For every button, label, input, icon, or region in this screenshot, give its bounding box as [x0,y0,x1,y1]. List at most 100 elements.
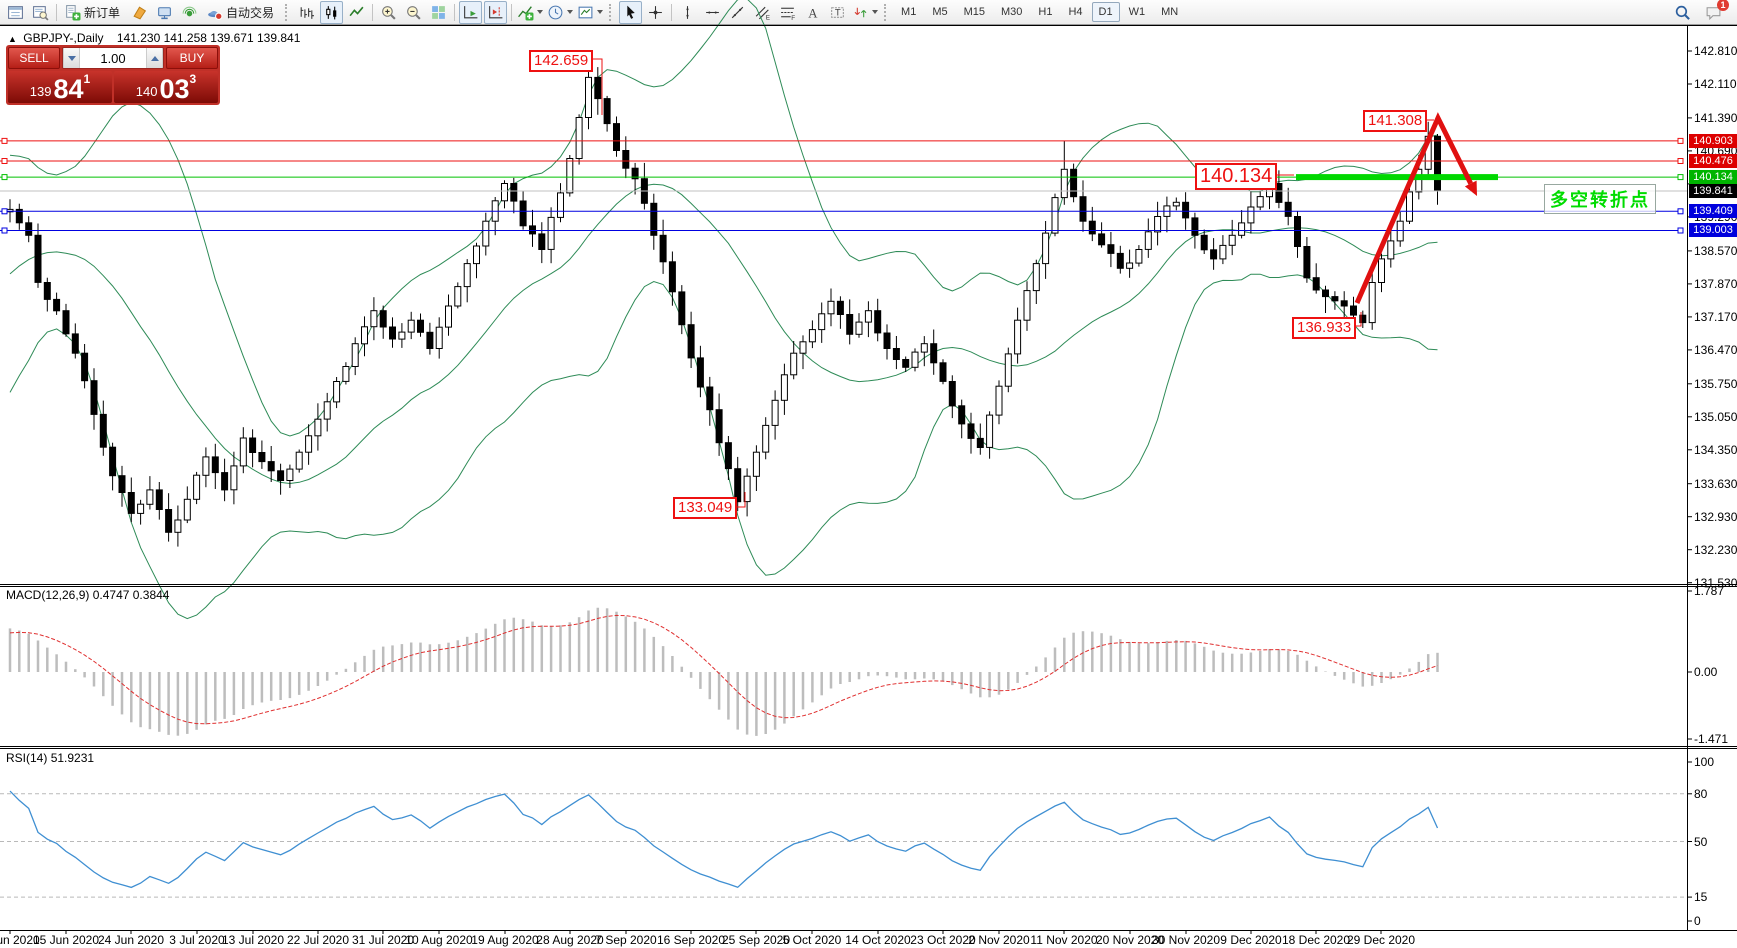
rsi-axis-label: 0 [1694,914,1701,928]
arrows-icon[interactable] [851,1,879,24]
candlestick-chart-icon[interactable] [320,0,344,24]
candlestick-series [6,58,1441,547]
zoom-in-icon[interactable] [377,1,400,24]
text-icon[interactable]: A [801,1,824,24]
crosshair-icon[interactable] [644,1,667,24]
toolbar-separator [511,3,513,21]
price-tag: 139.003 [1689,223,1737,238]
timeframe-mn-button[interactable]: MN [1161,6,1179,18]
support-highlight-line[interactable] [1296,174,1498,181]
sell-button[interactable]: SELL [8,47,60,69]
timeframe-w1-button[interactable]: W1 [1128,6,1146,18]
toolbar-right: 1 [1670,0,1734,24]
timeframe-h1-button[interactable]: H1 [1038,6,1053,18]
auto-scroll-icon[interactable] [459,0,483,24]
periods-icon[interactable] [546,1,574,24]
cursor-icon[interactable] [619,0,643,24]
price-axis-label: 135.050 [1694,409,1737,424]
new-order-button[interactable]: 新订单 [61,1,126,24]
price-callout[interactable]: 133.049 [673,497,738,519]
price-axis-label: 142.810 [1694,44,1737,58]
chat-icon[interactable]: 1 [1702,0,1729,24]
indicators-icon[interactable] [516,1,544,24]
price-callout[interactable]: 141.308 [1363,110,1428,132]
timeframe-d1-button[interactable]: D1 [1091,2,1120,22]
bollinger-bands [9,0,1438,620]
bar-chart-icon[interactable] [295,1,318,24]
price-axis-label: 135.750 [1694,376,1737,391]
volume-input[interactable] [80,48,146,68]
date-axis-label: 9 Dec 2020 [1220,933,1282,947]
date-axis-label: 25 Sep 2020 [721,933,791,947]
auto-trading-button[interactable]: 自动交易 [203,1,280,24]
date-axis-label: 14 Oct 2020 [845,933,911,947]
volume-increase-button[interactable] [146,48,163,68]
sell-price[interactable]: 139 84 1 [8,71,112,103]
toolbar-grip [285,3,290,21]
date-axis-label: 28 Aug 2020 [536,933,604,947]
text-label-icon[interactable]: T [826,1,849,24]
dropdown-caret-icon[interactable] [537,10,544,14]
toolbar-separator [671,3,673,21]
timeframe-m15-button[interactable]: M15 [963,6,985,18]
price-tag: 140.476 [1689,154,1737,169]
rsi-axis-label: 15 [1694,890,1708,905]
date-axis-label: 2 Nov 2020 [968,933,1030,947]
virtual-hosting-icon[interactable] [153,1,176,24]
triangle-up-icon [150,55,159,61]
search-icon[interactable] [1671,1,1694,24]
price-callout[interactable]: 142.659 [529,50,594,72]
templates-icon[interactable] [576,1,604,24]
date-axis-label: 22 Jul 2020 [286,933,350,947]
trendline-icon[interactable] [726,1,749,24]
tile-windows-icon[interactable] [427,1,450,24]
trend-arrow-object[interactable] [1354,112,1477,305]
rsi-label: RSI(14) 51.9231 [6,751,95,765]
dropdown-caret-icon[interactable] [872,10,879,14]
macd-axis-label: 0.00 [1694,665,1718,679]
symbol-info: ▲ GBPJPY-,Daily 141.230 141.258 139.671 … [8,31,300,45]
chart-shift-icon[interactable] [484,0,508,24]
zoom-out-icon[interactable] [402,1,425,24]
date-axis-label: 10 Aug 2020 [405,933,473,947]
volume-decrease-button[interactable] [63,48,80,68]
mql5-community-icon[interactable] [128,1,151,24]
price-callout[interactable]: 136.933 [1292,317,1357,339]
ohlc-values: 141.230 141.258 139.671 139.841 [116,31,301,45]
macd-indicator [8,607,1439,736]
signals-icon[interactable] [178,1,201,24]
date-axis-label: 13 Jul 2020 [221,933,285,947]
collapse-triangle-icon[interactable]: ▲ [8,34,17,44]
auto-trading-button-label: 自动交易 [226,5,275,20]
date-axis-label: 29 Dec 2020 [1346,933,1416,947]
price-callout[interactable]: 140.134 [1195,163,1278,190]
vertical-line-icon[interactable] [676,1,699,24]
buy-price[interactable]: 140 03 3 [114,71,218,103]
chart-window-icon[interactable] [4,1,27,24]
price-tag: 140.903 [1689,133,1737,148]
date-axis-label: 31 Jul 2020 [351,933,415,947]
toolbar: 新订单 自动交易 E F A T M1 M5 M15 M30 H1 H4 D1 W1 MN 1 [0,0,1737,25]
buy-price-big: 03 [159,74,190,104]
data-window-icon[interactable] [29,1,52,24]
date-axis-label: 24 Jun 2020 [97,933,165,947]
timeframe-h4-button[interactable]: H4 [1068,6,1083,18]
turning-point-annotation[interactable]: 多空转折点 [1544,184,1656,214]
date-axis-label: 16 Sep 2020 [656,933,726,947]
sell-price-big: 84 [53,74,84,104]
chart-borders [0,25,1737,934]
line-chart-icon[interactable] [345,1,368,24]
date-axis-label: 5 Oct 2020 [782,933,842,947]
buy-button[interactable]: BUY [166,47,218,69]
timeframe-m30-button[interactable]: M30 [1001,6,1023,18]
price-tag: 139.409 [1689,204,1737,219]
toolbar-grip [884,3,889,21]
horizontal-line-icon[interactable] [701,1,724,24]
price-axis-label: 138.570 [1694,243,1737,258]
fibonacci-icon[interactable]: F [776,1,799,24]
timeframe-m1-button[interactable]: M1 [901,6,917,18]
dropdown-caret-icon[interactable] [567,10,574,14]
timeframe-m5-button[interactable]: M5 [932,6,948,18]
dropdown-caret-icon[interactable] [597,10,604,14]
